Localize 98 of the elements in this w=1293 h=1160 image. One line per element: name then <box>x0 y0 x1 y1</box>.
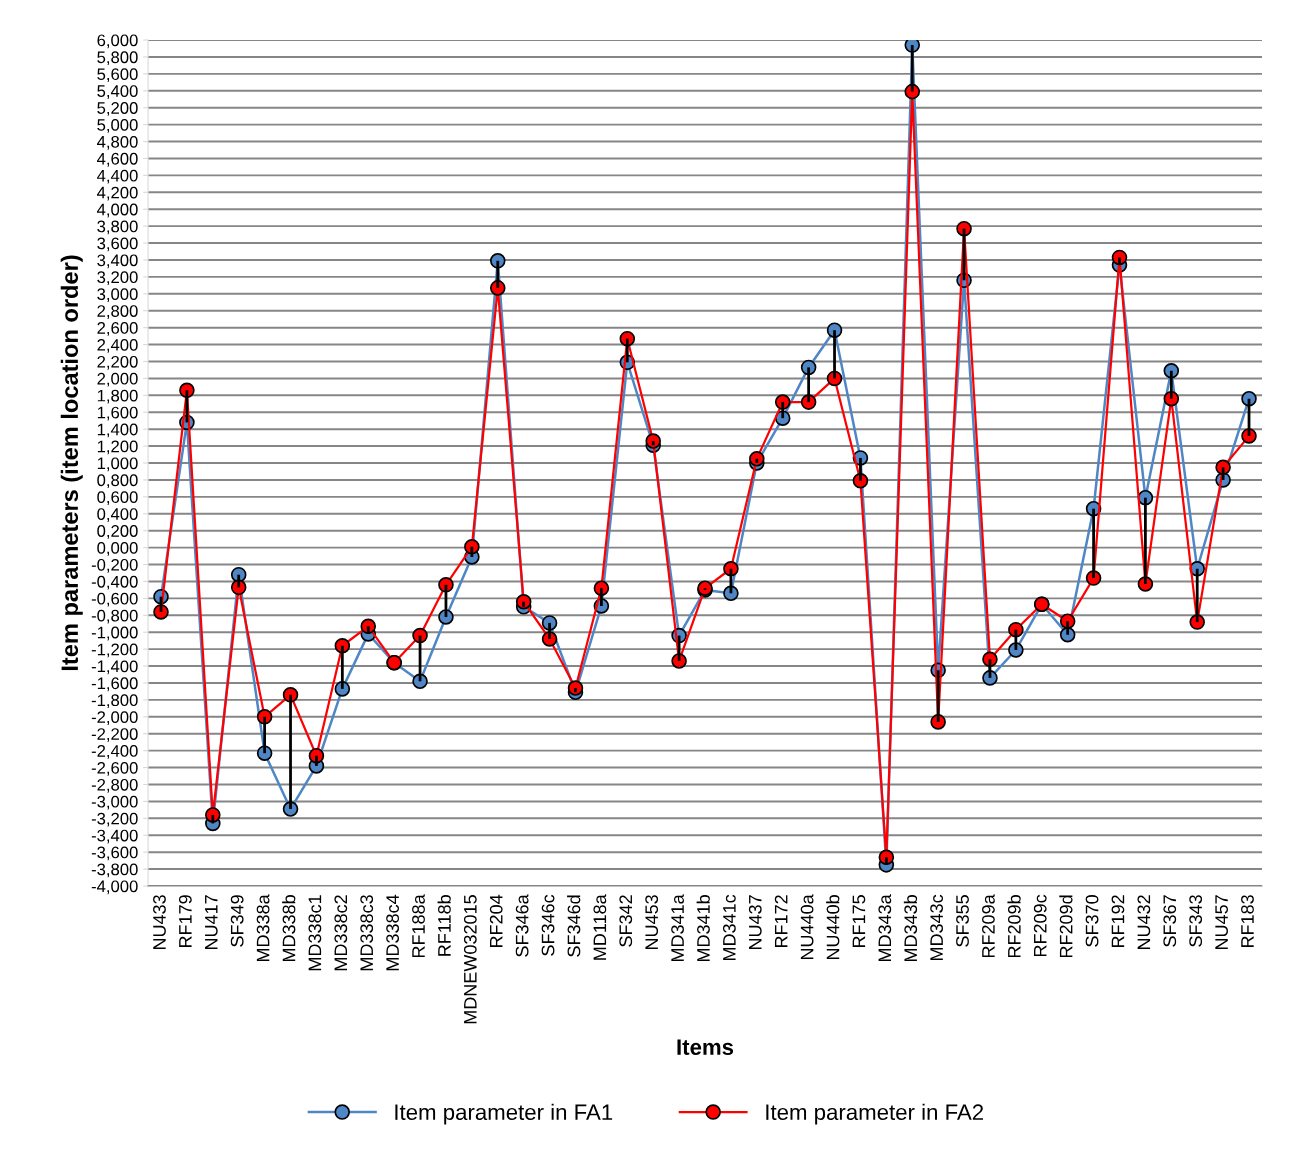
x-tick-label: MD343a <box>878 894 892 962</box>
x-tick-label: RF204 <box>489 894 503 948</box>
x-tick-label: MD341a <box>671 894 684 962</box>
y-tick-label: 2,000 <box>97 372 138 387</box>
y-tick-label: 1,800 <box>97 389 138 404</box>
y-tick-label: 3,200 <box>97 271 138 286</box>
x-tick-label: RF209b <box>1007 895 1021 958</box>
y-tick-label: -3,200 <box>91 812 138 827</box>
x-tick-label: SF342 <box>619 895 633 947</box>
y-tick-label: -3,000 <box>91 795 138 810</box>
y-tick-label: -1,000 <box>91 626 138 641</box>
y-tick-label: 4,800 <box>97 135 138 150</box>
x-tick-label: SF343 <box>1189 895 1203 947</box>
y-tick-label: 0,400 <box>97 508 138 522</box>
x-tick-label: NU417 <box>205 895 218 950</box>
x-tick-label: RF192 <box>1111 895 1125 948</box>
y-tick-label: -2,800 <box>91 778 138 793</box>
y-tick-label: 3,400 <box>97 254 138 269</box>
y-tick-label: 5,600 <box>97 68 138 83</box>
y-tick-label: 2,200 <box>97 355 138 370</box>
y-tick-label: -0,600 <box>91 592 138 607</box>
y-axis-title: Item parameters (item location order) <box>60 255 83 671</box>
x-tick-label: RF209c <box>1033 894 1047 957</box>
x-tick-label: SF346c <box>541 894 555 956</box>
y-tick-label: 5,000 <box>97 119 138 133</box>
x-tick-label: NU433 <box>153 895 166 950</box>
x-tick-label: SF349 <box>230 895 244 947</box>
x-tick-label: RF172 <box>774 895 788 948</box>
x-tick-label: NU453 <box>645 895 659 950</box>
y-tick-label: -3,400 <box>91 829 138 844</box>
x-tick-label: NU457 <box>1215 895 1228 950</box>
y-tick-label: 0,000 <box>97 542 138 556</box>
y-tick-label: -2,400 <box>91 745 138 759</box>
x-tick-label: MD118a <box>593 894 607 960</box>
x-tick-label: NU437 <box>748 895 762 950</box>
x-tick-label: MD338b <box>282 895 296 962</box>
x-tick-label: MD343b <box>903 895 918 962</box>
y-tick-label: 5,200 <box>97 102 138 116</box>
x-tick-label: SF346a <box>515 894 529 957</box>
y-tick-label: 1,000 <box>97 457 138 472</box>
legend-label: Item parameter in FA2 <box>766 1103 984 1125</box>
y-tick-label: 0,600 <box>97 491 138 506</box>
y-tick-label: 4,200 <box>97 186 138 201</box>
legend-label: Item parameter in FA1 <box>395 1103 613 1125</box>
x-tick-label: RF175 <box>852 895 866 948</box>
x-tick-label: NU440a <box>800 894 814 960</box>
y-tick-label: -1,400 <box>91 660 138 675</box>
y-tick-label: 2,600 <box>97 322 138 336</box>
x-tick-label: RF118b <box>437 895 451 956</box>
x-tick-label: MD338c1 <box>308 895 322 971</box>
y-tick-label: 4,000 <box>97 203 138 218</box>
x-tick-label: SF367 <box>1163 895 1177 947</box>
y-tick-label: -1,200 <box>91 643 138 658</box>
y-tick-label: 1,600 <box>97 406 138 421</box>
x-tick-label: SF355 <box>956 895 969 947</box>
y-tick-label: 0,800 <box>97 474 138 489</box>
y-tick-label: -3,800 <box>91 863 138 878</box>
y-tick-label: 2,800 <box>97 305 138 319</box>
y-tick-label: 3,600 <box>97 237 138 252</box>
x-tick-label: NU432 <box>1137 895 1151 950</box>
y-tick-label: -2,200 <box>91 728 138 742</box>
y-tick-label: 2,400 <box>97 338 138 353</box>
y-tick-label: 1,400 <box>97 423 138 438</box>
y-tick-label: -4,000 <box>91 880 138 895</box>
y-tick-label: 4,400 <box>97 169 138 184</box>
x-tick-label: RF179 <box>178 895 192 948</box>
x-tick-label: SF370 <box>1085 895 1099 947</box>
y-tick-label: 3,000 <box>97 288 138 302</box>
x-tick-label: MD338a <box>256 894 270 962</box>
y-tick-label: -2,000 <box>91 711 138 725</box>
y-tick-label: -0,800 <box>91 609 138 624</box>
y-tick-label: -2,600 <box>91 761 138 776</box>
x-tick-label: RF209d <box>1059 895 1073 958</box>
y-tick-label: 1,200 <box>97 440 138 455</box>
y-tick-label: 6,000 <box>97 34 138 49</box>
x-tick-label: MD341b <box>696 895 710 962</box>
x-tick-label: MD341c <box>722 894 736 961</box>
y-tick-label: -1,600 <box>91 677 138 692</box>
x-tick-label: SF346d <box>567 895 581 957</box>
y-tick-label: 3,800 <box>97 220 138 235</box>
x-tick-label: RF188a <box>412 894 425 958</box>
x-tick-label: MD338c4 <box>386 894 399 971</box>
x-tick-label: MD338c2 <box>334 895 348 971</box>
x-axis-title: Items <box>677 1039 734 1055</box>
y-tick-label: -0,400 <box>91 575 138 590</box>
y-tick-label: 5,400 <box>97 85 138 99</box>
y-tick-label: -0,200 <box>91 558 138 573</box>
x-tick-label: MDNEW032015 <box>463 895 477 1024</box>
y-tick-label: -3,600 <box>91 846 138 861</box>
x-tick-label: RF183 <box>1241 895 1254 948</box>
x-tick-label: NU440b <box>826 895 840 960</box>
y-tick-label: 5,800 <box>97 51 138 66</box>
y-tick-label: -1,800 <box>91 694 138 709</box>
y-tick-label: 4,600 <box>97 152 138 167</box>
x-tick-label: MD338c3 <box>360 895 374 971</box>
x-tick-label: RF209a <box>982 894 995 958</box>
y-tick-label: 0,200 <box>97 525 138 539</box>
x-tick-label: MD343c <box>930 894 943 961</box>
